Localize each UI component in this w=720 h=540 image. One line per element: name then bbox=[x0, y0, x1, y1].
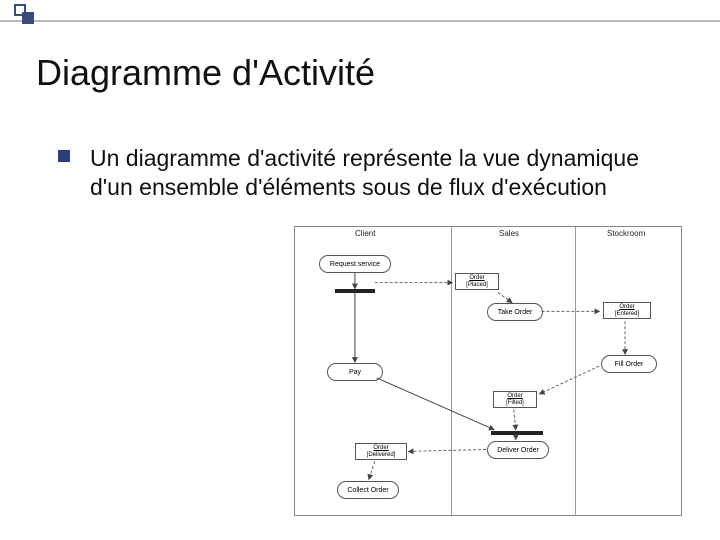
state-label: Order bbox=[507, 393, 522, 399]
bullet-icon bbox=[58, 150, 70, 162]
activity-diagram: Client Sales Stockroom Request service T… bbox=[294, 226, 682, 516]
state-entered: Order [Entered] bbox=[603, 302, 651, 319]
slide: Diagramme d'Activité Un diagramme d'acti… bbox=[0, 0, 720, 540]
state-placed: Order [Placed] bbox=[455, 273, 499, 290]
slide-title: Diagramme d'Activité bbox=[36, 52, 375, 94]
node-take-order: Take Order bbox=[487, 303, 543, 321]
sync-bar bbox=[491, 431, 543, 435]
state-sub: [Filled] bbox=[506, 400, 524, 406]
node-request-service: Request service bbox=[319, 255, 391, 273]
node-deliver-order: Deliver Order bbox=[487, 441, 549, 459]
lane-label-client: Client bbox=[355, 229, 375, 238]
state-filled: Order [Filled] bbox=[493, 391, 537, 408]
square-filled-icon bbox=[22, 12, 34, 24]
sync-bar bbox=[335, 289, 375, 293]
topbar bbox=[0, 0, 720, 28]
state-sub: [Placed] bbox=[466, 282, 488, 288]
state-sub: [Entered] bbox=[615, 311, 639, 317]
lane-divider bbox=[575, 227, 576, 515]
bullet-text: Un diagramme d'activité représente la vu… bbox=[90, 144, 670, 202]
state-label: Order bbox=[373, 445, 388, 451]
node-pay: Pay bbox=[327, 363, 383, 381]
lane-divider bbox=[451, 227, 452, 515]
state-delivered: Order [Delivered] bbox=[355, 443, 407, 460]
lane-label-sales: Sales bbox=[499, 229, 519, 238]
state-label: Order bbox=[619, 304, 634, 310]
node-collect-order: Collect Order bbox=[337, 481, 399, 499]
node-fill-order: Fill Order bbox=[601, 355, 657, 373]
state-sub: [Delivered] bbox=[367, 452, 396, 458]
lane-label-stockroom: Stockroom bbox=[607, 229, 645, 238]
state-label: Order bbox=[469, 275, 484, 281]
